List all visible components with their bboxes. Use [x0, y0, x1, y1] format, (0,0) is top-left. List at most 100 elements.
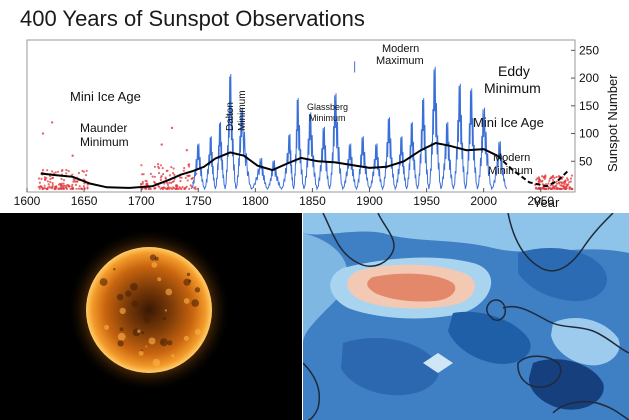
early-observation-point — [559, 184, 562, 187]
early-observation-point — [567, 183, 570, 186]
early-observation-point — [172, 180, 175, 183]
early-observation-point — [51, 170, 54, 173]
annotation-modern-min-line2: Minimum — [488, 165, 533, 177]
early-observation-point — [190, 177, 193, 180]
early-observation-point — [170, 181, 173, 184]
early-observation-point — [166, 169, 169, 172]
early-observation-point — [544, 174, 547, 177]
early-observation-point — [558, 187, 562, 191]
early-observation-point — [47, 183, 50, 186]
early-observation-point — [153, 180, 156, 183]
early-observation-point — [77, 171, 80, 175]
early-observation-point — [151, 175, 154, 178]
sunspot-chart: 400 Years of Sunspot Observations 1600 16… — [14, 6, 620, 210]
early-observation-point — [168, 181, 171, 184]
early-observation-point — [542, 176, 546, 179]
early-observation-point — [185, 185, 188, 188]
early-observation-point — [65, 172, 68, 175]
map-band-mid — [303, 233, 348, 343]
early-observation-point — [172, 186, 175, 189]
annotation-maunder-line2: Minimum — [80, 135, 129, 149]
early-observation-point — [544, 183, 548, 186]
early-observation-point — [82, 185, 85, 188]
y-axis-label: Sunspot Number — [605, 74, 620, 172]
early-observation-point — [140, 164, 143, 167]
early-observation-point — [188, 187, 191, 190]
warm-anomaly-inner — [367, 273, 456, 302]
y-tick-label: 200 — [579, 71, 599, 85]
early-observation-point — [173, 173, 176, 176]
early-observation-point — [82, 170, 86, 173]
sun-active-region — [99, 278, 108, 286]
sun-active-region — [104, 324, 110, 330]
annotation-modern-max-line1: Modern — [382, 43, 419, 55]
early-observation-point — [68, 185, 71, 188]
early-observation-point — [170, 126, 174, 130]
early-observation-point — [551, 187, 554, 190]
sun-illustration — [67, 228, 231, 392]
early-observation-point — [548, 179, 551, 182]
sun-active-region — [117, 340, 124, 347]
early-observation-point — [563, 187, 567, 191]
early-observation-point — [561, 185, 564, 188]
early-observation-point — [159, 178, 162, 182]
coastline-greenland — [322, 213, 395, 267]
early-observation-point — [51, 181, 54, 185]
early-observation-point — [49, 186, 52, 189]
sunspot-monthly-line — [190, 66, 507, 191]
early-observation-point — [51, 183, 54, 187]
y-tick-label: 150 — [579, 99, 599, 113]
early-observation-point — [61, 168, 64, 172]
early-observation-point — [159, 187, 162, 190]
early-observation-point — [41, 168, 45, 172]
x-tick-label: 1800 — [242, 194, 269, 208]
sun-active-region — [117, 332, 126, 341]
early-observation-point — [569, 177, 573, 180]
early-observation-point — [172, 167, 175, 170]
early-observation-point — [71, 154, 74, 157]
early-observation-point — [144, 187, 147, 190]
early-observation-point — [181, 185, 184, 189]
early-observation-point — [159, 176, 162, 179]
early-observation-point — [182, 169, 185, 172]
sun-active-region — [186, 272, 191, 277]
early-observation-point — [57, 170, 60, 173]
early-observation-point — [71, 183, 74, 186]
early-observation-point — [60, 177, 63, 181]
light-patch-1 — [551, 318, 620, 366]
early-observation-point — [559, 181, 562, 184]
early-observation-point — [555, 180, 558, 183]
sun-disk — [86, 247, 212, 373]
early-observation-point — [176, 187, 179, 190]
forecast-line — [496, 154, 570, 188]
early-observation-point — [563, 182, 566, 185]
early-observation-point — [569, 180, 572, 183]
early-observation-point — [187, 174, 190, 177]
early-observation-point — [534, 187, 538, 190]
early-observation-point — [172, 172, 175, 175]
annotation-modern-max-line2: Maximum — [376, 55, 424, 67]
early-observation-point — [159, 164, 163, 167]
coastline-americas — [303, 362, 320, 420]
early-observation-point — [564, 180, 567, 183]
early-observation-point — [561, 176, 564, 179]
x-tick-label: 1850 — [299, 194, 326, 208]
sun-active-region — [194, 328, 201, 335]
axes: 1600 1650 1700 1750 1800 1850 1900 1950 2000 2050… — [14, 43, 600, 208]
sun-active-region — [164, 309, 167, 312]
early-observation-point — [39, 185, 42, 188]
early-observation-point — [176, 184, 179, 187]
annotation-glassberg-line2: Minimum — [309, 113, 346, 123]
annotation-mini-ice-age-left: Mini Ice Age — [70, 89, 141, 104]
sunspot-chart-panel: 400 Years of Sunspot Observations 1600 16… — [13, 6, 620, 210]
early-observation-point — [551, 178, 555, 182]
early-observation-point — [565, 185, 568, 188]
early-observation-point — [188, 165, 191, 168]
sun-active-region — [113, 268, 116, 271]
coastline-europe — [502, 306, 629, 354]
early-observation-point — [62, 187, 65, 190]
early-observation-point — [144, 179, 147, 182]
annotation-eddy-line2: Minimum — [484, 80, 541, 96]
cold-anomaly-3 — [341, 338, 439, 396]
sun-active-region — [165, 288, 173, 296]
